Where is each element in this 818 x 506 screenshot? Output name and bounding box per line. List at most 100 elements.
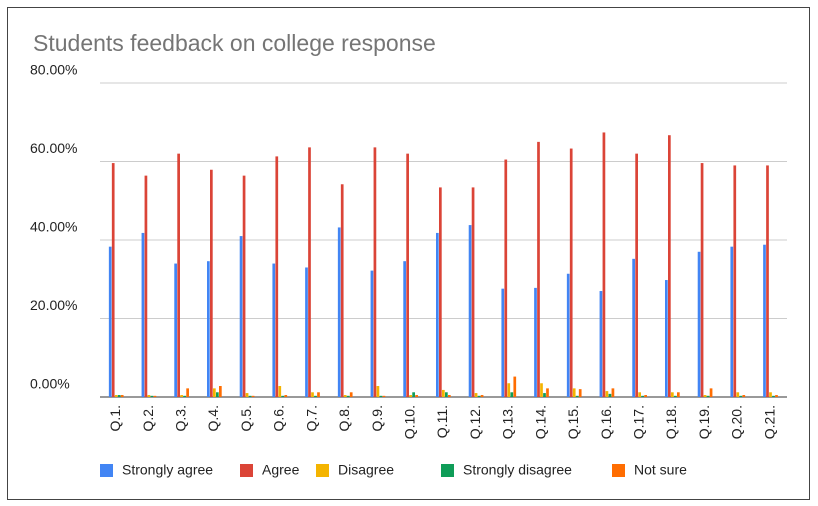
bar: [317, 392, 320, 397]
x-tick-label: Q.21.: [761, 405, 777, 439]
bar: [566, 273, 570, 397]
bar: [144, 175, 148, 397]
x-tick-label: Q.11.: [434, 405, 450, 438]
x-tick-label: Q.3.: [172, 405, 188, 431]
bar: [409, 395, 412, 397]
legend-swatch: [612, 464, 625, 477]
bar: [117, 395, 121, 397]
x-tick-label: Q.17.: [630, 405, 646, 439]
bar: [219, 386, 222, 397]
bar: [120, 395, 124, 397]
bar: [343, 395, 347, 397]
bar: [578, 389, 582, 397]
bar: [763, 244, 766, 397]
x-tick-label: Q.14.: [532, 405, 548, 439]
y-tick-label: 20.00%: [30, 297, 77, 313]
bar: [382, 395, 386, 397]
bar: [111, 163, 115, 397]
bar: [436, 232, 439, 397]
bar: [415, 395, 418, 397]
bar: [239, 236, 243, 397]
bar: [697, 251, 701, 397]
bar: [412, 392, 415, 397]
bar: [251, 395, 255, 397]
bar: [337, 227, 341, 397]
bar: [501, 288, 505, 397]
bar: [245, 393, 249, 397]
y-tick-label: 60.00%: [30, 140, 77, 156]
bar: [572, 388, 576, 397]
bar: [766, 165, 769, 397]
legend-label: Strongly disagree: [463, 462, 572, 478]
bar: [439, 187, 442, 397]
bar: [376, 386, 380, 397]
chart-title: Students feedback on college response: [33, 30, 436, 56]
x-tick-label: Q.1.: [107, 405, 123, 431]
x-tick-label: Q.20.: [729, 405, 745, 439]
bar: [174, 263, 177, 397]
bar: [638, 392, 641, 397]
bar: [153, 395, 157, 397]
x-tick-label: Q.8.: [336, 405, 352, 431]
bar: [739, 395, 743, 397]
x-tick-label: Q.5.: [238, 405, 254, 431]
bar: [150, 395, 154, 397]
bar: [632, 258, 635, 397]
bar: [611, 388, 615, 397]
bar: [308, 147, 311, 397]
bar: [665, 280, 668, 397]
bar: [513, 376, 517, 397]
bar: [272, 263, 276, 397]
x-tick-label: Q.4.: [205, 405, 221, 431]
bar: [248, 395, 252, 397]
x-tick-label: Q.13.: [500, 405, 516, 439]
bar: [507, 383, 511, 397]
bar: [608, 393, 612, 397]
legend-label: Agree: [262, 462, 300, 478]
bar: [641, 395, 644, 397]
bar: [575, 395, 579, 397]
y-tick-label: 80.00%: [30, 62, 77, 78]
bar: [510, 392, 514, 397]
bar: [468, 225, 472, 397]
bar: [668, 135, 671, 397]
legend-swatch: [441, 464, 454, 477]
x-tick-label: Q.18.: [663, 405, 679, 439]
bar: [183, 395, 186, 397]
bar: [602, 132, 606, 397]
x-tick-label: Q.19.: [696, 405, 712, 439]
bar: [480, 395, 484, 397]
bar: [278, 386, 282, 397]
legend-label: Disagree: [338, 462, 394, 478]
legend-swatch: [100, 464, 113, 477]
legend-swatch: [316, 464, 329, 477]
bar: [180, 395, 183, 397]
bar: [546, 388, 549, 397]
bar: [599, 291, 603, 397]
bar: [700, 163, 704, 397]
bar: [703, 395, 707, 397]
bar: [108, 246, 112, 397]
bar: [346, 395, 350, 397]
bar: [216, 392, 219, 397]
x-tick-label: Q.12.: [467, 405, 483, 439]
bar: [114, 395, 118, 397]
bar: [213, 388, 216, 397]
bar: [370, 270, 374, 397]
bar: [644, 395, 647, 397]
bar: [733, 165, 737, 397]
y-tick-label: 0.00%: [30, 376, 70, 392]
x-tick-label: Q.9.: [369, 405, 385, 431]
bar: [275, 156, 279, 397]
bar: [406, 153, 409, 397]
bar: [772, 395, 775, 397]
bar: [340, 184, 344, 397]
bar: [635, 153, 638, 397]
bar: [147, 395, 151, 397]
bar: [671, 392, 674, 397]
bar: [540, 383, 543, 397]
y-tick-label: 40.00%: [30, 219, 77, 235]
x-tick-label: Q.10.: [401, 405, 417, 439]
bar: [736, 392, 740, 397]
